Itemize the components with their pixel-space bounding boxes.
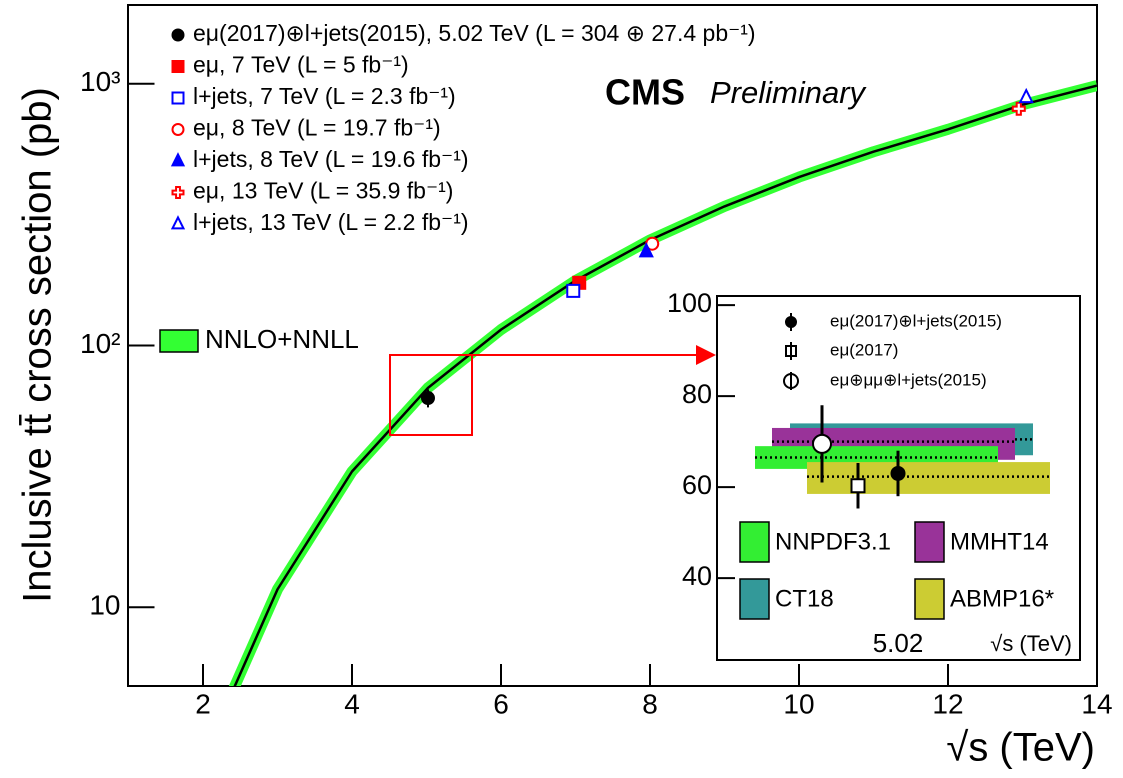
marker [420, 391, 435, 406]
marker [783, 373, 799, 389]
marker [850, 478, 866, 494]
legend-label: eμ(2017)⊕l+jets(2015) [830, 311, 1002, 330]
marker [1018, 87, 1034, 104]
legend-label: l+jets, 7 TeV (L = 2.3 fb⁻¹) [193, 83, 456, 109]
inset-y-tick-label: 60 [682, 470, 712, 500]
x-tick-label: 4 [344, 688, 360, 719]
inset-y-tick-label: 80 [682, 379, 712, 409]
legend-swatch [739, 578, 770, 620]
legend-swatch [159, 329, 199, 353]
legend-swatch [914, 521, 945, 563]
marker [812, 433, 832, 454]
y-tick-label: 10 [89, 590, 120, 621]
legend-swatch [739, 521, 770, 563]
legend-label: CT18 [775, 585, 834, 612]
legend-label: eμ, 8 TeV (L = 19.7 fb⁻¹) [193, 115, 441, 141]
annotation: Preliminary [710, 75, 868, 110]
y-axis-label: Inclusive tt̄ cross section (pb) [16, 87, 60, 603]
legend-label: eμ, 7 TeV (L = 5 fb⁻¹) [193, 52, 409, 78]
pdf-band [807, 462, 1050, 494]
legend-label: NNLO+NNLL [205, 324, 359, 354]
legend-label: l+jets, 13 TeV (L = 2.2 fb⁻¹) [193, 209, 469, 235]
marker [171, 186, 185, 199]
inset-y-tick-label: 100 [667, 288, 712, 318]
marker [785, 345, 797, 357]
marker [171, 91, 185, 105]
legend-swatch [914, 578, 945, 620]
inset-y-tick-label: 40 [682, 561, 712, 591]
legend-label: eμ(2017) [830, 340, 898, 359]
marker [890, 465, 906, 481]
legend-label: ABMP16* [950, 585, 1054, 612]
marker [785, 316, 797, 328]
marker [638, 242, 654, 258]
legend-label: eμ, 13 TeV (L = 35.9 fb⁻¹) [193, 178, 453, 204]
legend-label: MMHT14 [950, 528, 1049, 555]
zoom-box [389, 354, 473, 436]
marker [171, 60, 185, 73]
legend-label: eμ⊕μμ⊕l+jets(2015) [830, 370, 987, 389]
legend-label: NNPDF3.1 [775, 528, 891, 555]
legend-label: eμ(2017)⊕l+jets(2015), 5.02 TeV (L = 304… [193, 20, 756, 46]
legend-label: l+jets, 8 TeV (L = 19.6 fb⁻¹) [193, 146, 469, 172]
plot-frame [127, 4, 1098, 687]
x-tick-label: 6 [493, 688, 509, 719]
x-tick-label: 10 [783, 688, 814, 719]
inset-x-axis-label: √s (TeV) [990, 631, 1072, 656]
marker [1011, 101, 1026, 116]
marker [171, 123, 185, 136]
x-axis-label: √s (TeV) [946, 726, 1095, 770]
y-tick-label: 10³ [80, 66, 120, 97]
x-tick-label: 14 [1081, 688, 1112, 719]
y-tick-label: 10² [80, 328, 120, 359]
x-tick-label: 8 [642, 688, 658, 719]
x-tick-label: 12 [932, 688, 963, 719]
x-tick-label: 2 [195, 688, 211, 719]
annotation: CMS [605, 72, 685, 113]
marker [566, 283, 581, 298]
marker [170, 152, 186, 167]
inset-x-tick-label: 5.02 [873, 628, 924, 658]
marker [171, 28, 185, 42]
marker [170, 215, 186, 230]
